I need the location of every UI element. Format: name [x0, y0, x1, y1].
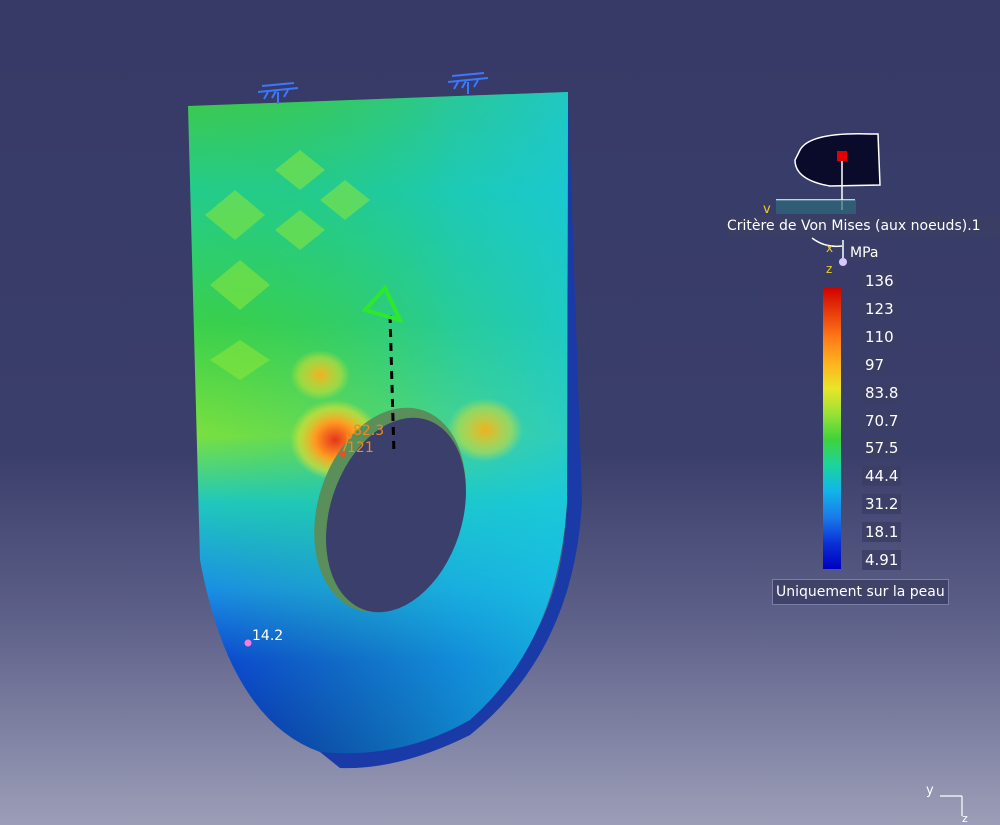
legend-tick: 123	[862, 298, 897, 319]
marker-point-2	[340, 451, 346, 457]
marker-point-3	[244, 639, 252, 647]
marker-label-2: 121	[347, 440, 374, 456]
load-arrow-icon	[361, 284, 404, 456]
legend-title[interactable]: Critère de Von Mises (aux noeuds).1	[727, 215, 1000, 237]
legend-tick: 18.1	[862, 522, 902, 543]
axis-triad-icon: y z	[926, 783, 968, 825]
part-mesh[interactable]	[188, 92, 582, 769]
clamp-constraint-icon	[257, 82, 299, 104]
compass-icon[interactable]: v x z	[763, 133, 881, 276]
marker-label-1: 82.3	[353, 423, 385, 439]
legend-tick: 97	[862, 354, 888, 375]
marker-label-3: 14.2	[252, 628, 284, 644]
clamp-constraint-icon	[447, 72, 489, 94]
compass-z-label: z	[826, 262, 832, 276]
legend-tick: 136	[862, 271, 897, 291]
legend-tick: 83.8	[862, 382, 902, 403]
legend-colorbar[interactable]	[823, 287, 841, 569]
legend-tick: 31.2	[862, 494, 902, 515]
legend-tick: 44.4	[862, 466, 902, 487]
legend-tick: 110	[862, 326, 897, 347]
legend-tick: 70.7	[862, 410, 902, 431]
compass-x-label: x	[826, 241, 833, 255]
legend-unit: MPa	[848, 245, 881, 261]
legend-tick: 57.5	[862, 438, 902, 459]
axis-y-label: y	[926, 783, 934, 798]
legend-note[interactable]: Uniquement sur la peau	[772, 579, 949, 605]
axis-z-label: z	[962, 812, 968, 825]
compass-v-label: v	[763, 202, 771, 217]
legend-tick: 4.91	[862, 550, 902, 570]
